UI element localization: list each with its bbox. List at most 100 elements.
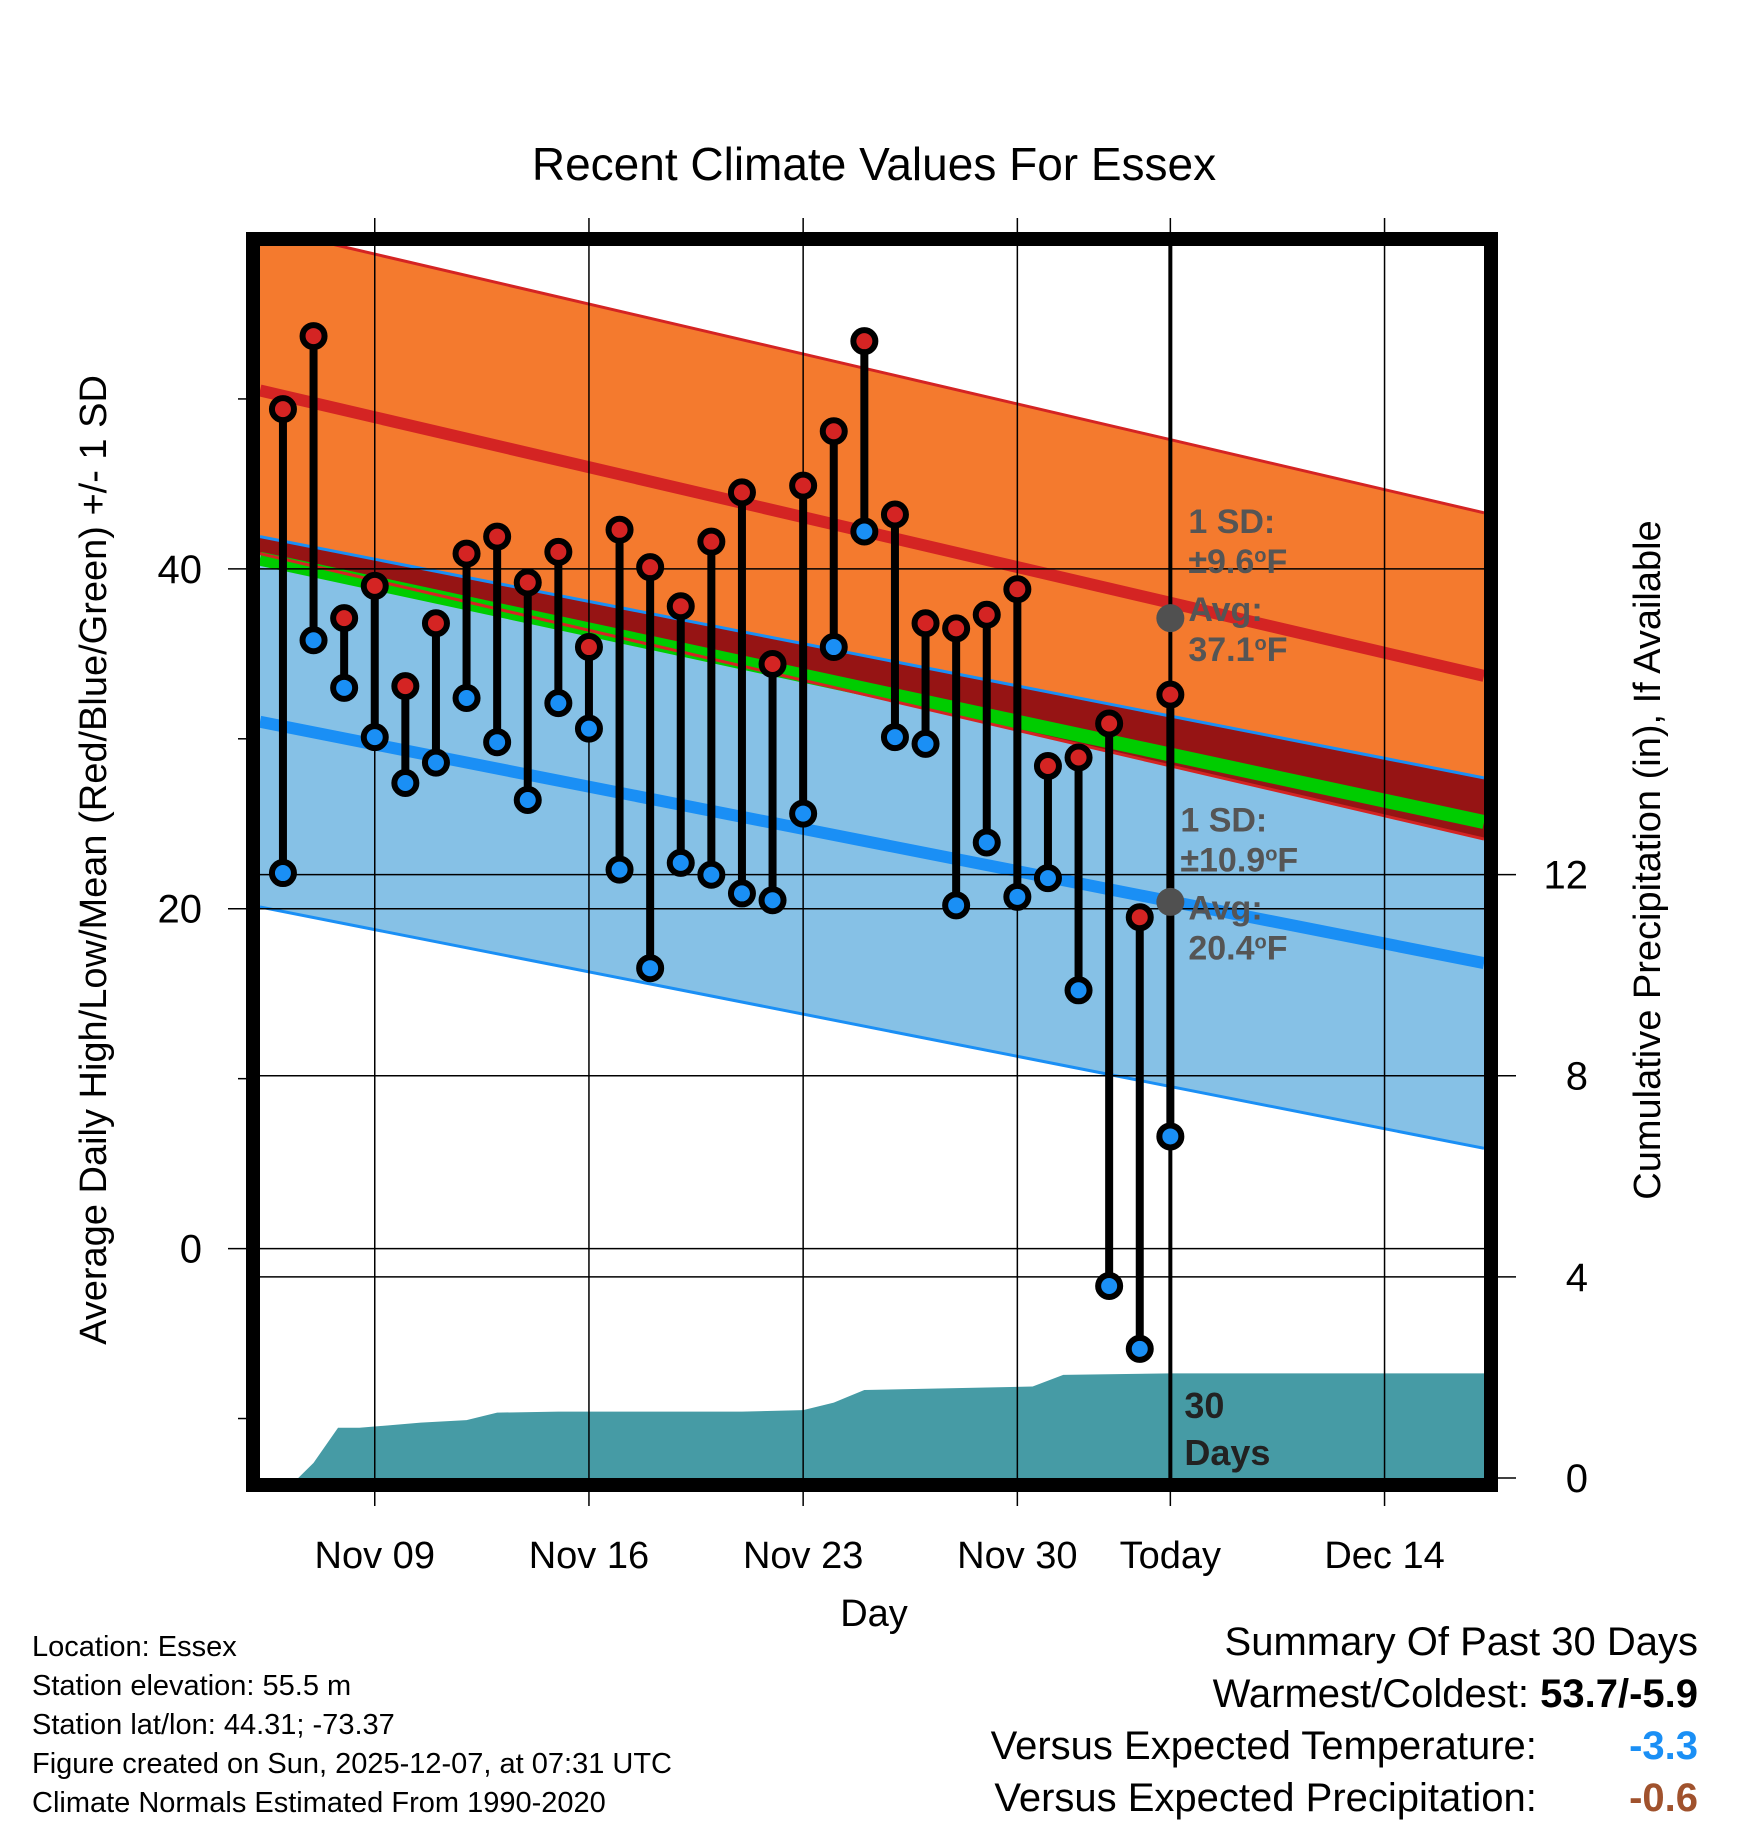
low-sd-value: ±10.9oF xyxy=(1180,841,1298,879)
daily-high-point xyxy=(972,600,1001,629)
daily-low-point xyxy=(574,714,603,743)
daily-low-point xyxy=(605,855,634,884)
daily-high-point xyxy=(697,527,726,556)
daily-low-point xyxy=(758,886,787,915)
daily-low-point xyxy=(819,633,848,662)
x-axis-label: Day xyxy=(840,1593,908,1635)
high-avg-value: 37.1oF xyxy=(1188,631,1287,669)
daily-high-point xyxy=(299,322,328,351)
high-sd-value: ±9.6oF xyxy=(1188,543,1287,581)
x-tick-label: Today xyxy=(1120,1535,1221,1577)
precip-anomaly-label: Versus Expected Precipitation: xyxy=(994,1776,1537,1820)
daily-low-point xyxy=(789,799,818,828)
x-tick-label: Nov 16 xyxy=(529,1535,649,1577)
daily-high-point xyxy=(1033,751,1062,780)
daily-low-point xyxy=(697,860,726,889)
high-sd-upper-line xyxy=(333,246,1484,515)
low-avg-label: Avg: xyxy=(1188,889,1262,927)
daily-high-point xyxy=(330,604,359,633)
daily-low-point xyxy=(1156,1122,1185,1151)
daily-high-point xyxy=(819,417,848,446)
location-text: Location: Essex xyxy=(32,1631,237,1663)
daily-low-point xyxy=(727,879,756,908)
elevation-text: Station elevation: 55.5 m xyxy=(32,1670,352,1702)
chart-title: Recent Climate Values For Essex xyxy=(532,138,1216,190)
daily-high-point xyxy=(391,672,420,701)
y-right-tick-label: 4 xyxy=(1566,1256,1588,1300)
daily-low-point xyxy=(483,728,512,757)
daily-low-point xyxy=(911,729,940,758)
daily-high-point xyxy=(574,633,603,662)
y-left-tick-label: 0 xyxy=(180,1228,202,1272)
daily-high-point xyxy=(636,553,665,582)
daily-high-point xyxy=(850,327,879,356)
window-label-line2: Days xyxy=(1184,1432,1270,1473)
daily-low-point xyxy=(544,689,573,718)
warm-cold-label: Warmest/Coldest: xyxy=(1212,1672,1529,1716)
daily-low-point xyxy=(421,748,450,777)
daily-low-point xyxy=(299,626,328,655)
x-tick-label: Nov 09 xyxy=(315,1535,435,1577)
temp-anomaly-row: Versus Expected Temperature: -3.3 xyxy=(991,1720,1698,1772)
daily-low-point xyxy=(1125,1334,1154,1363)
low-avg-value: 20.4oF xyxy=(1188,929,1287,967)
daily-high-point xyxy=(360,571,389,600)
daily-high-point xyxy=(421,609,450,638)
high-avg-label: Avg: xyxy=(1188,591,1262,629)
daily-high-point xyxy=(268,395,297,424)
low-sd-label: 1 SD: xyxy=(1180,801,1267,839)
daily-low-point xyxy=(513,785,542,814)
daily-low-point xyxy=(1064,976,1093,1005)
daily-high-point xyxy=(727,478,756,507)
precip-anomaly-row: Versus Expected Precipitation: -0.6 xyxy=(991,1772,1698,1824)
plot-frame xyxy=(246,232,1498,1492)
daily-low-point xyxy=(972,828,1001,857)
y-left-tick-label: 20 xyxy=(158,888,203,932)
daily-high-point xyxy=(789,471,818,500)
daily-low-point xyxy=(1095,1271,1124,1300)
daily-high-point xyxy=(911,609,940,638)
daily-low-point xyxy=(330,673,359,702)
warm-cold-value: 53.7/-5.9 xyxy=(1540,1672,1698,1716)
station-info: Location: Essex Station elevation: 55.5 … xyxy=(32,1628,672,1823)
y-right-tick-label: 12 xyxy=(1544,854,1589,898)
daily-high-point xyxy=(1064,743,1093,772)
summary-panel: Summary Of Past 30 Days Warmest/Coldest:… xyxy=(991,1616,1698,1824)
daily-high-point xyxy=(880,500,909,529)
y-axis-right-label: Cumulative Precipitation (in), If Availa… xyxy=(1627,520,1669,1199)
daily-low-point xyxy=(850,517,879,546)
daily-low-point xyxy=(391,768,420,797)
daily-high-point xyxy=(758,650,787,679)
y-axis-left-label: Average Daily High/Low/Mean (Red/Blue/Gr… xyxy=(73,375,115,1345)
low-sd-lower-line xyxy=(260,905,1484,1150)
high-sd-label: 1 SD: xyxy=(1188,503,1275,541)
temp-anomaly-value: -3.3 xyxy=(1629,1724,1698,1768)
daily-low-point xyxy=(1033,864,1062,893)
low-normal-line xyxy=(260,715,1484,969)
y-left-tick-label: 40 xyxy=(158,548,203,592)
x-tick-label: Nov 23 xyxy=(743,1535,863,1577)
daily-low-point xyxy=(942,891,971,920)
summary-title: Summary Of Past 30 Days xyxy=(1224,1620,1698,1664)
precip-anomaly-value: -0.6 xyxy=(1629,1776,1698,1820)
latlon-text: Station lat/lon: 44.31; -73.37 xyxy=(32,1709,395,1741)
daily-high-point xyxy=(544,537,573,566)
daily-high-point xyxy=(1095,709,1124,738)
daily-high-point xyxy=(605,515,634,544)
x-tick-label: Dec 14 xyxy=(1324,1535,1444,1577)
precip-area xyxy=(260,1373,1484,1478)
daily-low-point xyxy=(360,723,389,752)
daily-low-point xyxy=(880,723,909,752)
daily-high-point xyxy=(1156,680,1185,709)
warm-cold-row: Warmest/Coldest: 53.7/-5.9 xyxy=(991,1668,1698,1720)
daily-high-point xyxy=(513,568,542,597)
daily-low-point xyxy=(452,684,481,713)
daily-high-point xyxy=(452,539,481,568)
y-right-tick-label: 8 xyxy=(1566,1055,1588,1099)
daily-high-point xyxy=(483,522,512,551)
x-tick-label: Nov 30 xyxy=(957,1535,1077,1577)
today-normal-marker xyxy=(1156,604,1185,633)
daily-low-point xyxy=(666,848,695,877)
